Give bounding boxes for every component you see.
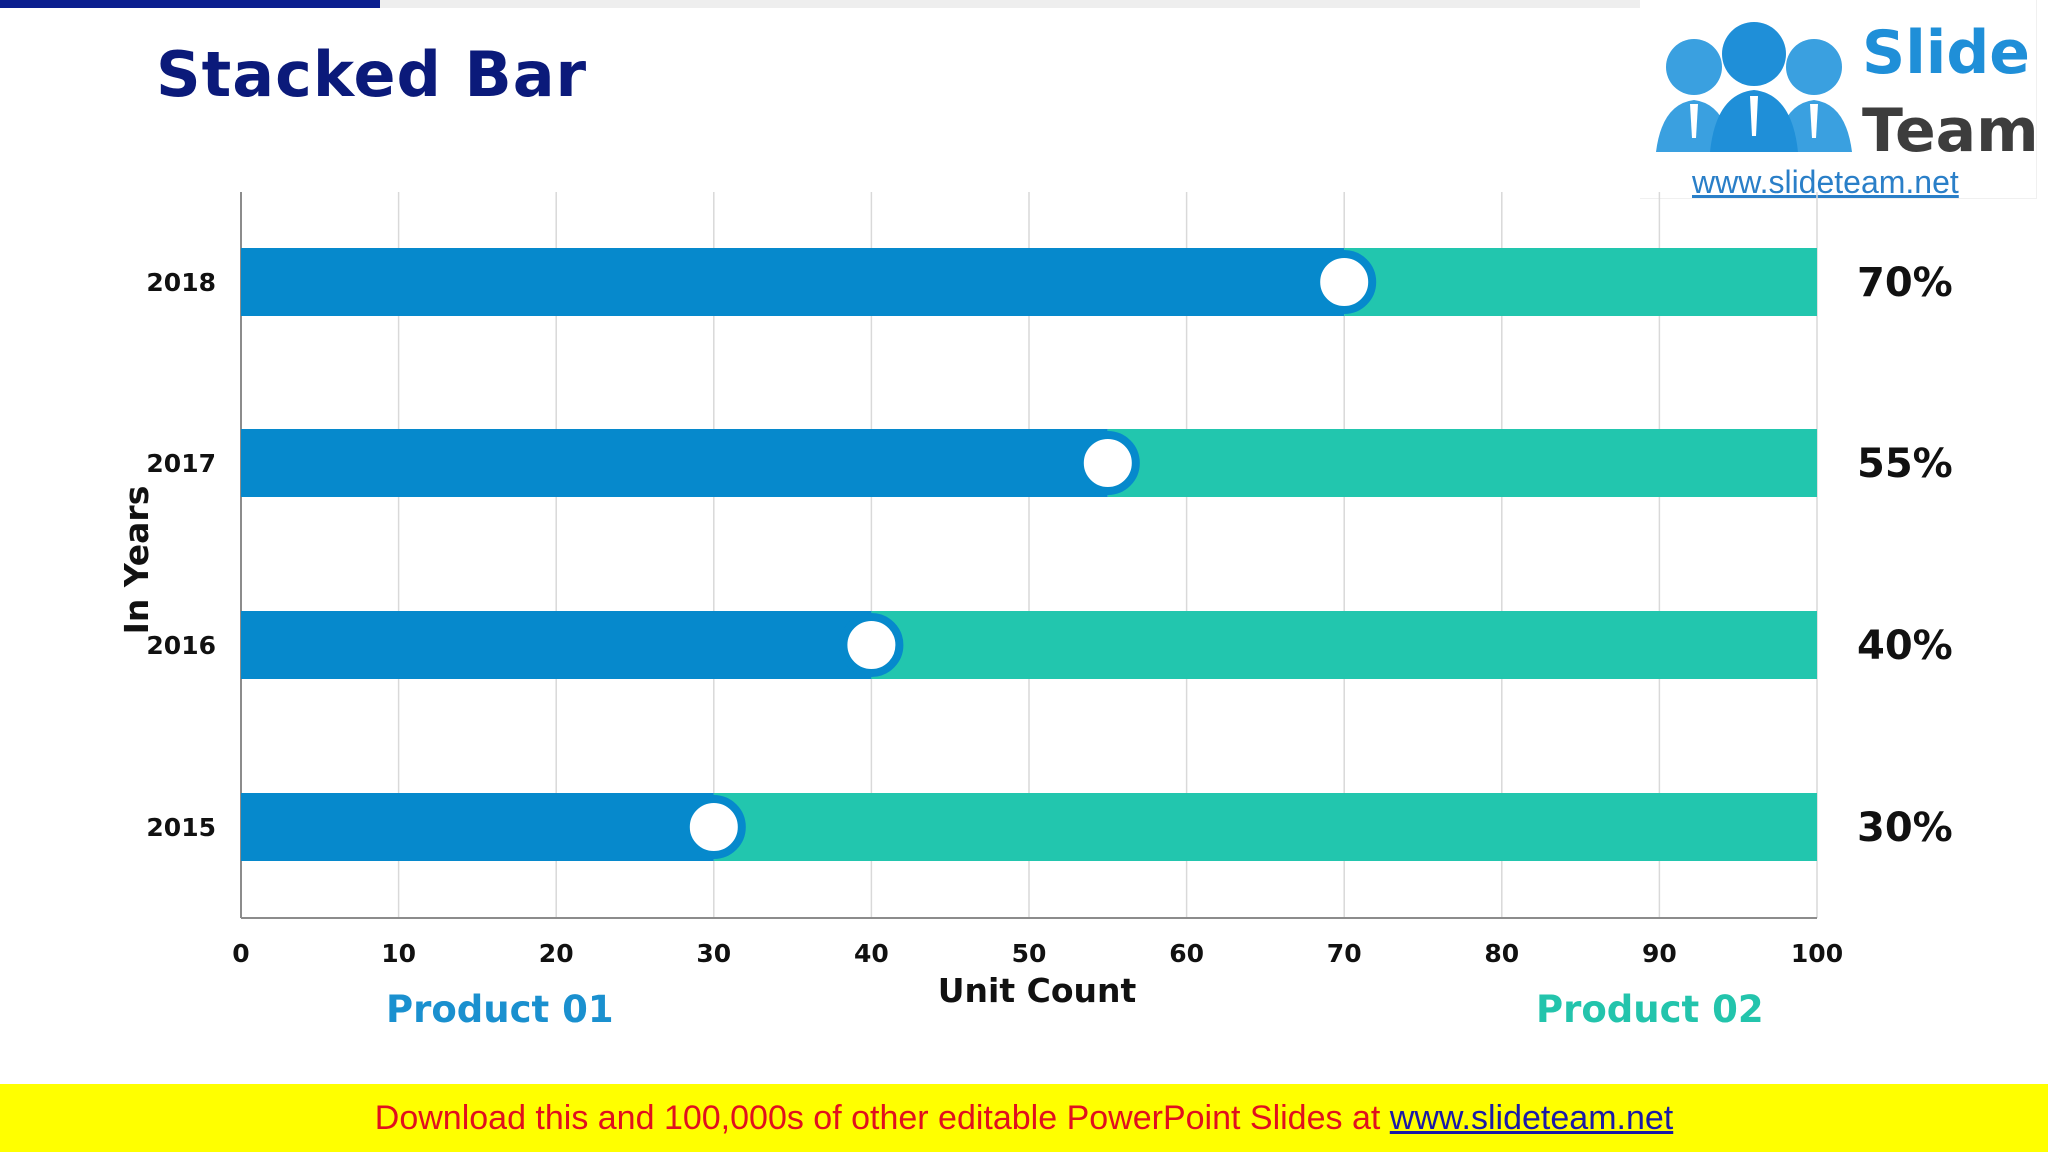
logo-word-team: Team [1862,96,2039,166]
value-label: 40% [1857,623,1953,669]
page-title: Stacked Bar [156,38,588,111]
bar-segment-product-02 [1107,429,1817,497]
bar-segment-product-01 [241,611,872,679]
x-tick-label: 90 [1642,939,1677,968]
legend-product-02: Product 02 [1536,988,1764,1031]
value-marker [1075,431,1140,495]
value-marker [839,613,904,677]
bar-segment-product-01 [241,248,1345,316]
value-label: 30% [1857,805,1953,851]
x-tick-label: 60 [1169,939,1204,968]
y-axis-title: In Years [117,486,156,635]
y-tick-label: 2018 [146,268,216,297]
slideteam-logo[interactable]: Slide Team www.slideteam.net [1640,0,2039,200]
y-tick-label: 2015 [146,813,216,842]
banner-text: Download this and 100,000s of other edit… [374,1099,1390,1137]
banner-link[interactable]: www.slideteam.net [1389,1099,1674,1137]
top-accent-bar [0,0,380,8]
top-divider-line [380,0,1640,8]
x-tick-label: 40 [854,939,889,968]
download-banner: Download this and 100,000s of other edit… [0,1084,2048,1152]
value-marker [1312,250,1377,314]
x-tick-label: 0 [232,939,249,968]
bar-segment-product-01 [241,429,1108,497]
x-tick-label: 70 [1327,939,1362,968]
x-axis-title: Unit Count [938,971,1137,1010]
x-tick-label: 50 [1012,939,1047,968]
x-tick-label: 30 [696,939,731,968]
bar-segment-product-02 [713,793,1817,861]
x-tick-label: 10 [381,939,416,968]
legend-product-01: Product 01 [386,988,614,1031]
bar-segment-product-02 [871,611,1817,679]
logo-url-link[interactable]: www.slideteam.net [1692,164,1959,200]
bar-segment-product-02 [1344,248,1817,316]
value-label: 55% [1857,441,1953,487]
value-label: 70% [1857,260,1953,306]
logo-word-slide: Slide [1862,18,2030,88]
x-tick-label: 80 [1484,939,1519,968]
y-tick-label: 2017 [146,449,216,478]
value-marker [681,795,746,859]
x-tick-label: 100 [1791,939,1843,968]
x-tick-label: 20 [539,939,574,968]
y-tick-label: 2016 [146,631,216,660]
team-figures-icon [1656,22,1852,152]
bar-segment-product-01 [241,793,714,861]
